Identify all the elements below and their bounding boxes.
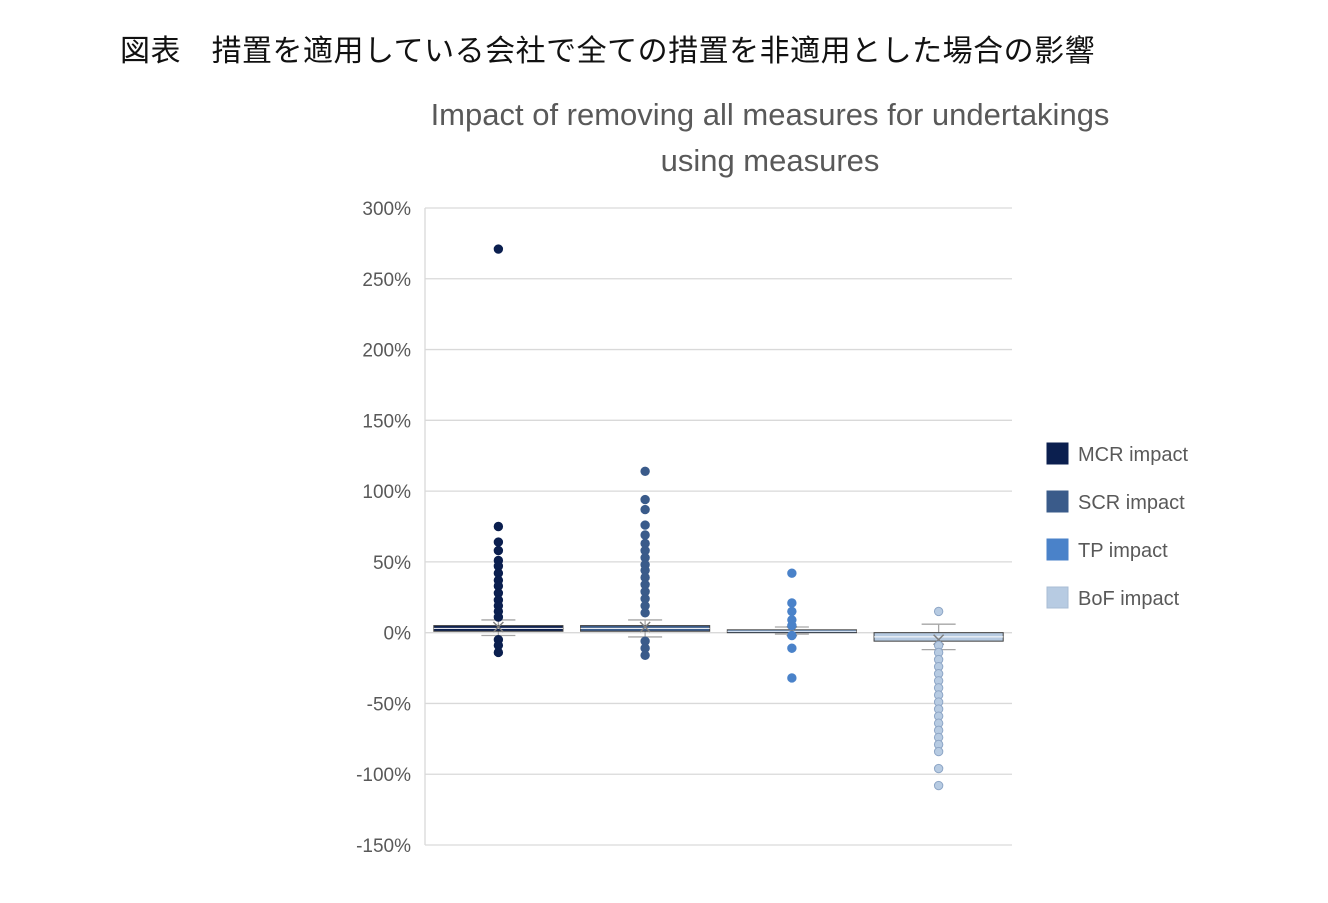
legend-item-scr-impact: SCR impact [1046, 490, 1185, 514]
outlier-point [640, 520, 650, 530]
y-tick-label: 100% [362, 482, 411, 503]
legend-label: SCR impact [1078, 492, 1185, 514]
outlier-point [787, 630, 797, 641]
legend: MCR impact SCR impact TP impact BoF impact [1046, 442, 1188, 610]
outlier-point [933, 763, 944, 774]
box-tp-impact [726, 568, 857, 683]
y-tick-label: 0% [384, 624, 412, 645]
outlier-point [493, 612, 504, 622]
outlier-point [640, 650, 650, 661]
box-mean-marker [639, 621, 651, 633]
y-tick-label: 50% [373, 553, 411, 574]
outlier-point [493, 244, 504, 254]
legend-swatch [1046, 490, 1069, 513]
outlier-point [787, 620, 797, 631]
outlier-point [640, 530, 650, 540]
outlier-point [787, 568, 797, 578]
legend-swatch [1046, 586, 1069, 609]
legend-label: BoF impact [1078, 588, 1180, 610]
box-scr-impact [580, 466, 711, 661]
outlier-point [493, 545, 504, 556]
legend-label: MCR impact [1078, 444, 1188, 466]
y-tick-label: -150% [356, 836, 411, 857]
legend-swatch [1046, 442, 1069, 465]
box-mcr-impact [433, 244, 564, 658]
outlier-point [787, 606, 797, 617]
box-mean-marker [492, 621, 504, 633]
outlier-point [640, 466, 650, 476]
legend-item-mcr-impact: MCR impact [1046, 442, 1188, 466]
legend-item-bof-impact: BoF impact [1046, 586, 1180, 610]
outlier-point [933, 606, 944, 617]
outlier-point [493, 647, 504, 658]
chart-title-line2: using measures [660, 143, 880, 178]
y-tick-label: 200% [362, 341, 411, 362]
y-tick-label: -100% [356, 765, 411, 786]
y-axis: 300% 250% 200% 150% 100% 50% 0% -50% -100% -150% [356, 199, 426, 857]
outlier-point [787, 643, 797, 653]
y-tick-label: 250% [362, 270, 411, 291]
outlier-point [933, 746, 944, 757]
y-tick-label: 150% [362, 411, 411, 432]
y-tick-label: -50% [367, 694, 411, 715]
outlier-point [787, 673, 797, 683]
figure-caption: 図表 措置を適用している会社で全ての措置を非適用とした場合の影響 [120, 34, 1096, 69]
chart-title: Impact of removing all measures for unde… [340, 92, 1200, 184]
gridlines [425, 207, 1012, 846]
outlier-point [787, 598, 797, 608]
outlier-point [493, 537, 504, 547]
outlier-point [493, 521, 504, 532]
outlier-point [933, 780, 944, 791]
y-tick-label: 300% [362, 199, 411, 220]
outlier-point [640, 608, 650, 618]
chart-title-line1: Impact of removing all measures for unde… [430, 97, 1110, 132]
box-bof-impact [873, 606, 1004, 791]
outlier-point [640, 494, 650, 505]
legend-item-tp-impact: TP impact [1046, 538, 1168, 562]
boxes [433, 244, 1004, 791]
outlier-point [640, 504, 650, 515]
legend-label: TP impact [1078, 540, 1168, 562]
legend-swatch [1046, 538, 1069, 561]
